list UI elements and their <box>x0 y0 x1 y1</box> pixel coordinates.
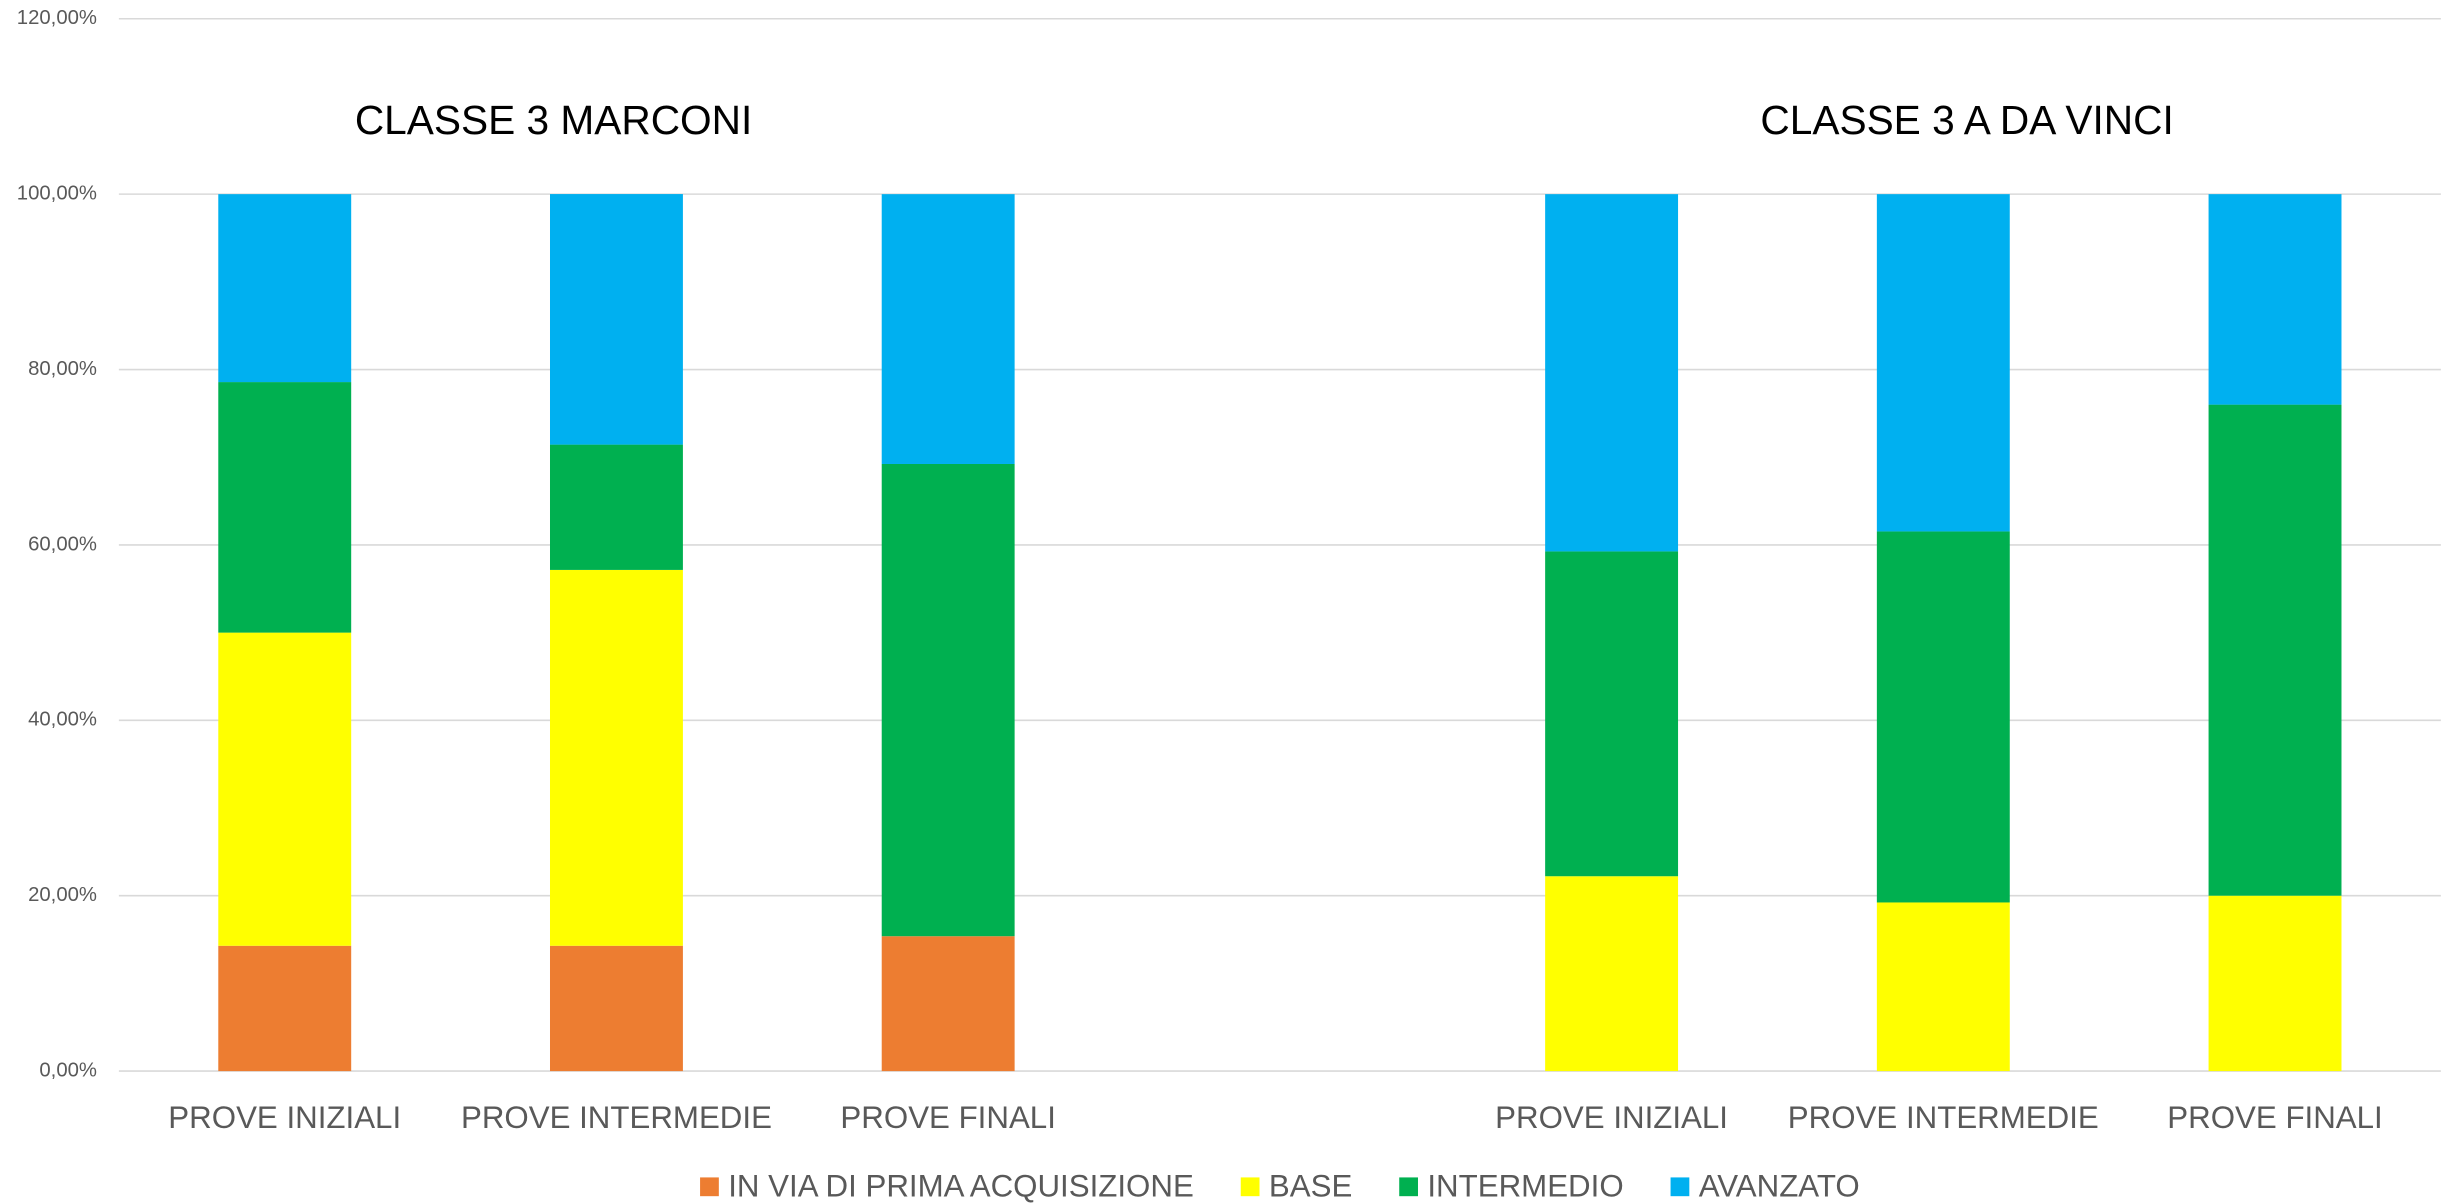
bar-segment <box>218 382 352 633</box>
x-tick-label: PROVE INIZIALI <box>1495 1100 1728 1135</box>
bar-segment <box>2208 895 2342 1072</box>
bar-segment <box>1545 551 1679 877</box>
legend-swatch <box>1399 1177 1418 1197</box>
bar-segment <box>1876 194 2010 532</box>
y-tick-label: 20,00% <box>28 884 97 906</box>
legend-swatch <box>700 1177 719 1197</box>
legend-label: BASE <box>1269 1169 1352 1204</box>
x-tick-label: PROVE FINALI <box>840 1100 1055 1135</box>
y-tick-label: 100,00% <box>17 183 97 205</box>
bar-segment <box>1545 194 1679 552</box>
legend-swatch <box>1240 1177 1260 1197</box>
bar-segment <box>2208 194 2342 405</box>
y-tick-label: 0,00% <box>39 1059 97 1081</box>
y-tick-label: 120,00% <box>17 7 97 29</box>
legend-swatch <box>1670 1177 1690 1197</box>
bar-segment <box>881 463 1015 937</box>
bar-segment <box>218 194 352 383</box>
bar-segment <box>218 632 352 946</box>
group-title: CLASSE 3 MARCONI <box>355 97 752 143</box>
bar-segment <box>881 936 1015 1072</box>
bar-segment <box>549 569 683 946</box>
bar-segment <box>1876 902 2010 1072</box>
group-title: CLASSE 3 A DA VINCI <box>1760 97 2173 143</box>
legend-label: AVANZATO <box>1699 1169 1860 1204</box>
legend-label: IN VIA DI PRIMA ACQUISIZIONE <box>728 1169 1194 1204</box>
bar-segment <box>549 945 683 1072</box>
x-tick-label: PROVE INIZIALI <box>168 1100 401 1135</box>
bar-segment <box>218 945 352 1072</box>
x-tick-label: PROVE INTERMEDIE <box>461 1100 772 1135</box>
bar-segment <box>549 444 683 570</box>
x-tick-label: PROVE INTERMEDIE <box>1788 1100 2099 1135</box>
legend-label: INTERMEDIO <box>1427 1169 1623 1204</box>
y-tick-label: 40,00% <box>28 709 97 731</box>
bar-segment <box>1876 531 2010 903</box>
bar-segment <box>2208 404 2342 896</box>
bar-segment <box>549 194 683 445</box>
y-tick-label: 60,00% <box>28 533 97 555</box>
bar-segment <box>881 194 1015 464</box>
x-tick-label: PROVE FINALI <box>2167 1100 2382 1135</box>
bar-segment <box>1545 876 1679 1072</box>
y-tick-label: 80,00% <box>28 358 97 380</box>
